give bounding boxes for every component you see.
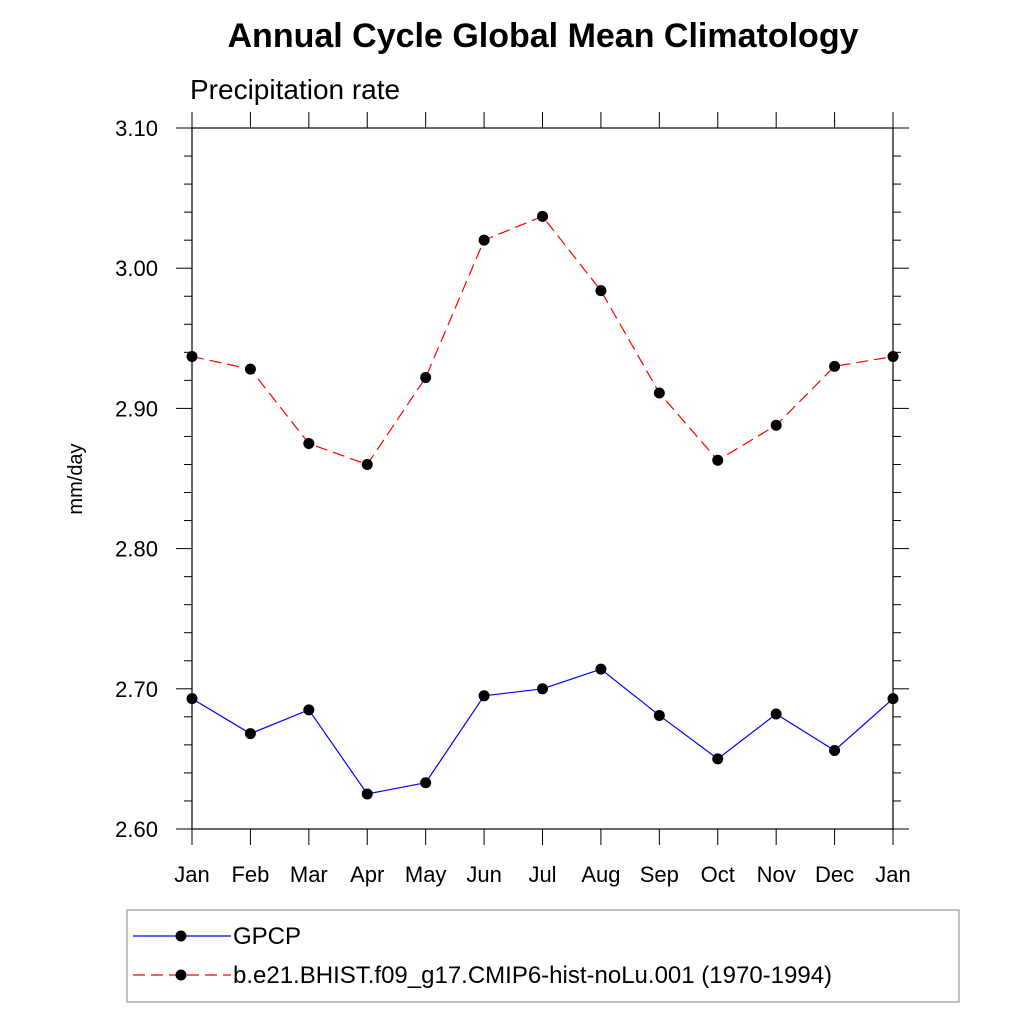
series-1-point bbox=[887, 351, 899, 363]
plot-area: 2.60 2.70 2.80 2.90 3.00 3.10 Jan Feb Mar Apr May J… bbox=[115, 112, 911, 887]
series-1-point bbox=[829, 360, 841, 372]
x-tick-label: May bbox=[405, 862, 447, 887]
series-0-point bbox=[712, 753, 724, 765]
chart-title: Annual Cycle Global Mean Climatology bbox=[228, 17, 859, 55]
series-1-point bbox=[244, 363, 256, 375]
y-tick-label: 3.00 bbox=[115, 256, 158, 281]
chart-subtitle: Precipitation rate bbox=[190, 74, 400, 105]
legend-marker-0 bbox=[175, 930, 187, 942]
series-1-point bbox=[653, 387, 665, 399]
series-1-point bbox=[712, 454, 724, 466]
x-tick-label: Jan bbox=[875, 862, 910, 887]
y-axis-label: mm/day bbox=[65, 443, 87, 514]
plot-frame bbox=[191, 127, 894, 830]
x-tick-label: Jan bbox=[174, 862, 209, 887]
series-1-point bbox=[537, 210, 548, 222]
series-1-point bbox=[303, 437, 315, 449]
series-0-point bbox=[770, 708, 782, 720]
series-0-point bbox=[420, 777, 432, 789]
legend-label-0: GPCP bbox=[233, 923, 301, 950]
legend-label-1: b.e21.BHIST.f09_g17.CMIP6-hist-noLu.001 … bbox=[233, 962, 832, 989]
x-tick-label: Dec bbox=[815, 862, 854, 887]
y-tick-label: 2.60 bbox=[115, 817, 158, 842]
x-tick-label: Aug bbox=[581, 862, 620, 887]
series-line-1 bbox=[191, 215, 894, 466]
series-1-point bbox=[186, 351, 198, 363]
y-tick-label: 2.90 bbox=[115, 396, 158, 421]
x-tick-label: Nov bbox=[757, 862, 796, 887]
series-0-point bbox=[186, 693, 198, 705]
x-tick-label: Oct bbox=[701, 862, 735, 887]
legend-marker-1 bbox=[175, 969, 187, 981]
y-tick-label: 3.10 bbox=[115, 116, 158, 141]
series-1-point bbox=[595, 285, 607, 297]
x-tick-label: Jul bbox=[528, 862, 556, 887]
x-tick-label: Sep bbox=[640, 862, 679, 887]
series-1-point bbox=[361, 458, 373, 470]
series-1-point bbox=[770, 419, 782, 431]
series-0-point bbox=[303, 704, 315, 716]
x-tick-label: Mar bbox=[290, 862, 328, 887]
legend: GPCP b.e21.BHIST.f09_g17.CMIP6-hist-noLu.… bbox=[126, 909, 960, 1003]
y-tick-label: 2.80 bbox=[115, 537, 158, 562]
series-0-point bbox=[478, 690, 490, 702]
x-tick-label: Apr bbox=[350, 862, 384, 887]
series-0-point bbox=[537, 683, 548, 695]
series-0-point bbox=[653, 709, 665, 721]
series-0-point bbox=[829, 744, 841, 756]
x-tick-label: Jun bbox=[466, 862, 501, 887]
x-tick-label: Feb bbox=[231, 862, 269, 887]
legend-box bbox=[126, 909, 960, 1003]
series-1-point bbox=[478, 234, 490, 246]
series-0-point bbox=[595, 663, 607, 675]
series-0-point bbox=[361, 788, 373, 800]
y-tick-label: 2.70 bbox=[115, 677, 158, 702]
series-0-point bbox=[887, 693, 899, 705]
series-1-point bbox=[420, 372, 432, 384]
series-0-point bbox=[244, 728, 256, 740]
